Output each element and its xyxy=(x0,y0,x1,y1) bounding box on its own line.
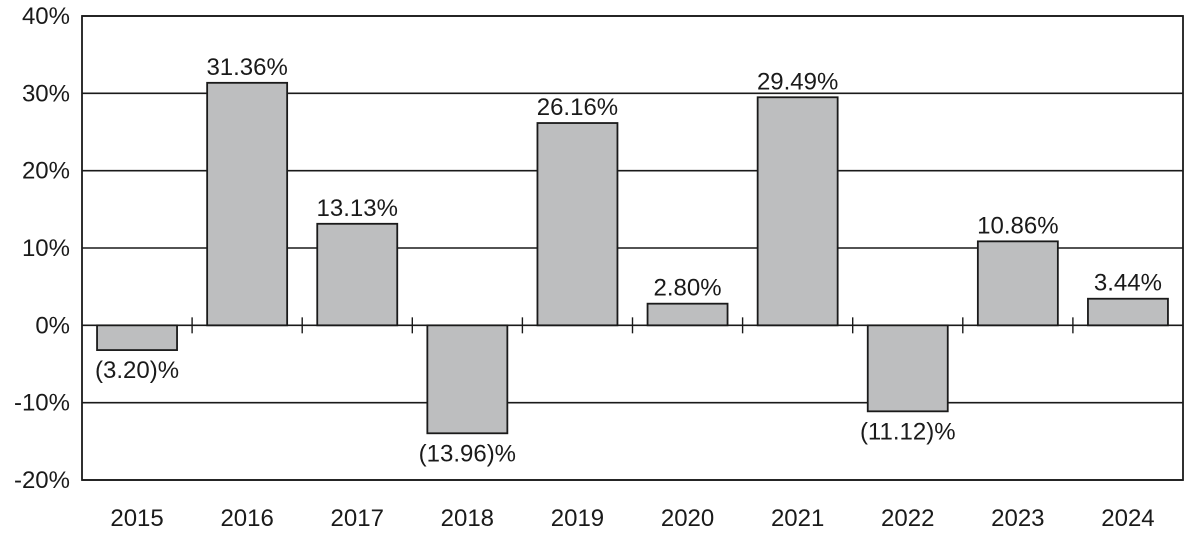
x-tick-label: 2018 xyxy=(441,505,494,532)
x-tick-label: 2021 xyxy=(771,505,824,532)
data-label: 10.86% xyxy=(977,212,1058,239)
data-label: 3.44% xyxy=(1094,270,1162,297)
y-tick-label: 30% xyxy=(22,80,70,107)
data-label: (3.20)% xyxy=(95,357,179,384)
y-tick-label: -10% xyxy=(14,390,70,417)
bars xyxy=(96,81,1169,435)
plot-frame xyxy=(81,15,1184,481)
bar-2018 xyxy=(426,324,509,435)
x-tick-label: 2024 xyxy=(1101,505,1154,532)
labels: 40% 30% 20% 10% 0% -10% -20% (3.20)% 2015 31.36% 2… xyxy=(14,3,1162,532)
bar-2024 xyxy=(1087,297,1169,327)
bar-2023 xyxy=(976,240,1059,327)
bar-2017 xyxy=(316,222,399,327)
x-tick-label: 2015 xyxy=(110,505,163,532)
data-label: (11.12)% xyxy=(860,418,956,445)
bar-2021 xyxy=(756,96,839,327)
bar-2015 xyxy=(96,324,178,351)
bar-2022 xyxy=(866,324,949,413)
x-tick-label: 2017 xyxy=(331,505,384,532)
data-label: (13.96)% xyxy=(419,440,516,467)
y-tick-label: 0% xyxy=(35,312,70,339)
x-tick-label: 2020 xyxy=(661,505,714,532)
data-label: 29.49% xyxy=(757,68,838,95)
x-tick-label: 2019 xyxy=(551,505,604,532)
y-tick-label: -20% xyxy=(14,467,70,494)
y-tick-label: 40% xyxy=(22,3,70,30)
data-label: 13.13% xyxy=(317,195,398,222)
bar-2019 xyxy=(536,122,619,327)
x-tick-label: 2022 xyxy=(881,505,934,532)
bar-2016 xyxy=(206,81,289,327)
x-tick-label: 2016 xyxy=(220,505,273,532)
x-tick-label: 2023 xyxy=(991,505,1044,532)
y-tick-label: 20% xyxy=(22,158,70,185)
data-label: 26.16% xyxy=(537,94,618,121)
y-tick-label: 10% xyxy=(22,235,70,262)
data-label: 2.80% xyxy=(654,275,722,302)
data-label: 31.36% xyxy=(206,54,287,81)
axes xyxy=(81,15,1184,481)
bar-2020 xyxy=(646,302,729,327)
